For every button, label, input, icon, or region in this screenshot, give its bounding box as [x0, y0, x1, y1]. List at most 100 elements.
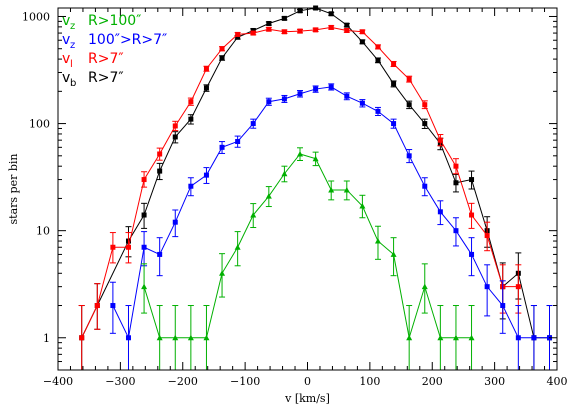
data-point: [203, 66, 209, 72]
legend-label: R>100″: [88, 13, 141, 29]
data-point: [188, 99, 194, 105]
data-point: [157, 251, 163, 257]
data-point: [235, 31, 241, 37]
data-point: [468, 334, 475, 341]
data-point: [250, 121, 256, 127]
data-point: [344, 93, 350, 99]
data-point: [79, 335, 85, 341]
data-point: [172, 134, 178, 140]
data-point: [375, 57, 381, 63]
data-point: [297, 8, 303, 14]
data-point: [421, 283, 428, 290]
data-point: [469, 212, 475, 218]
legend: v z R>100″v z 100″>R>7″v l R>7″v b R>7″: [62, 13, 167, 89]
legend-subscript: z: [70, 40, 75, 51]
data-point: [328, 186, 335, 193]
data-point: [266, 20, 272, 26]
data-point: [157, 151, 163, 157]
x-tick-label: 200: [422, 375, 443, 388]
data-point: [406, 153, 412, 159]
data-point: [297, 150, 304, 157]
data-point: [453, 180, 459, 186]
data-point: [313, 27, 319, 33]
data-point: [344, 22, 350, 28]
series-line: [143, 153, 472, 339]
data-point: [250, 212, 257, 218]
data-point: [235, 34, 241, 40]
axes: −400 −300 −200 −100 0 100 200 300 400 1 10 100 1000: [22, 8, 568, 388]
data-point: [250, 27, 256, 33]
data-point: [266, 26, 272, 32]
data-point: [219, 270, 226, 276]
data-point: [484, 284, 490, 290]
legend-subscript: z: [70, 21, 75, 32]
data-point: [328, 84, 334, 90]
data-point: [391, 61, 397, 67]
legend-symbol: v: [62, 51, 70, 67]
y-axis-label: stars per bin: [7, 154, 20, 225]
data-point: [265, 193, 272, 199]
data-point: [422, 102, 428, 108]
data-point: [453, 228, 459, 234]
data-point: [390, 251, 397, 257]
y-tick-label: 10: [36, 225, 50, 238]
data-point: [406, 76, 412, 82]
x-tick-label: 300: [484, 375, 505, 388]
legend-subscript: l: [70, 59, 73, 70]
data-point: [375, 44, 381, 50]
series-3: [141, 147, 475, 370]
x-tick-label: 400: [547, 375, 568, 388]
data-point: [452, 334, 459, 341]
legend-entry: v l R>7″: [62, 51, 124, 70]
data-point: [359, 100, 365, 106]
data-point: [219, 144, 225, 150]
series-2: [109, 83, 553, 370]
data-point: [374, 238, 381, 244]
data-point: [157, 168, 163, 174]
legend-entry: v z 100″>R>7″: [62, 32, 167, 51]
data-point: [94, 303, 100, 309]
data-point: [500, 303, 506, 309]
data-point: [375, 108, 381, 114]
x-axis-label: v [km/s]: [284, 392, 330, 405]
data-point: [437, 209, 443, 215]
x-tick-label: −400: [43, 375, 73, 388]
legend-symbol: v: [62, 32, 70, 48]
data-point: [141, 212, 147, 218]
data-point: [313, 86, 319, 92]
legend-label: R>7″: [88, 51, 124, 67]
data-point: [110, 244, 116, 250]
data-point: [344, 27, 350, 33]
data-point: [141, 177, 147, 183]
plot-area: [78, 5, 553, 370]
data-point: [266, 99, 272, 105]
data-point: [312, 155, 319, 162]
data-point: [234, 244, 241, 250]
legend-label: 100″>R>7″: [88, 32, 167, 48]
data-point: [219, 46, 225, 52]
legend-subscript: b: [70, 78, 76, 89]
series-1: [78, 24, 522, 370]
data-point: [328, 24, 334, 30]
data-point: [281, 15, 287, 21]
data-point: [203, 85, 209, 91]
legend-label: R>7″: [88, 70, 124, 86]
data-point: [188, 183, 194, 189]
data-point: [469, 177, 475, 183]
data-point: [172, 219, 178, 225]
legend-symbol: v: [62, 13, 70, 29]
data-point: [281, 96, 287, 102]
x-tick-label: 0: [304, 375, 311, 388]
data-point: [125, 335, 131, 341]
y-tick-label: 1: [43, 332, 50, 345]
x-tick-label: −300: [105, 375, 135, 388]
y-tick-label: 1000: [22, 10, 50, 23]
data-point: [391, 121, 397, 127]
data-point: [219, 55, 225, 61]
data-point: [328, 11, 334, 17]
data-point: [141, 244, 147, 250]
data-point: [172, 123, 178, 129]
data-point: [187, 334, 194, 341]
